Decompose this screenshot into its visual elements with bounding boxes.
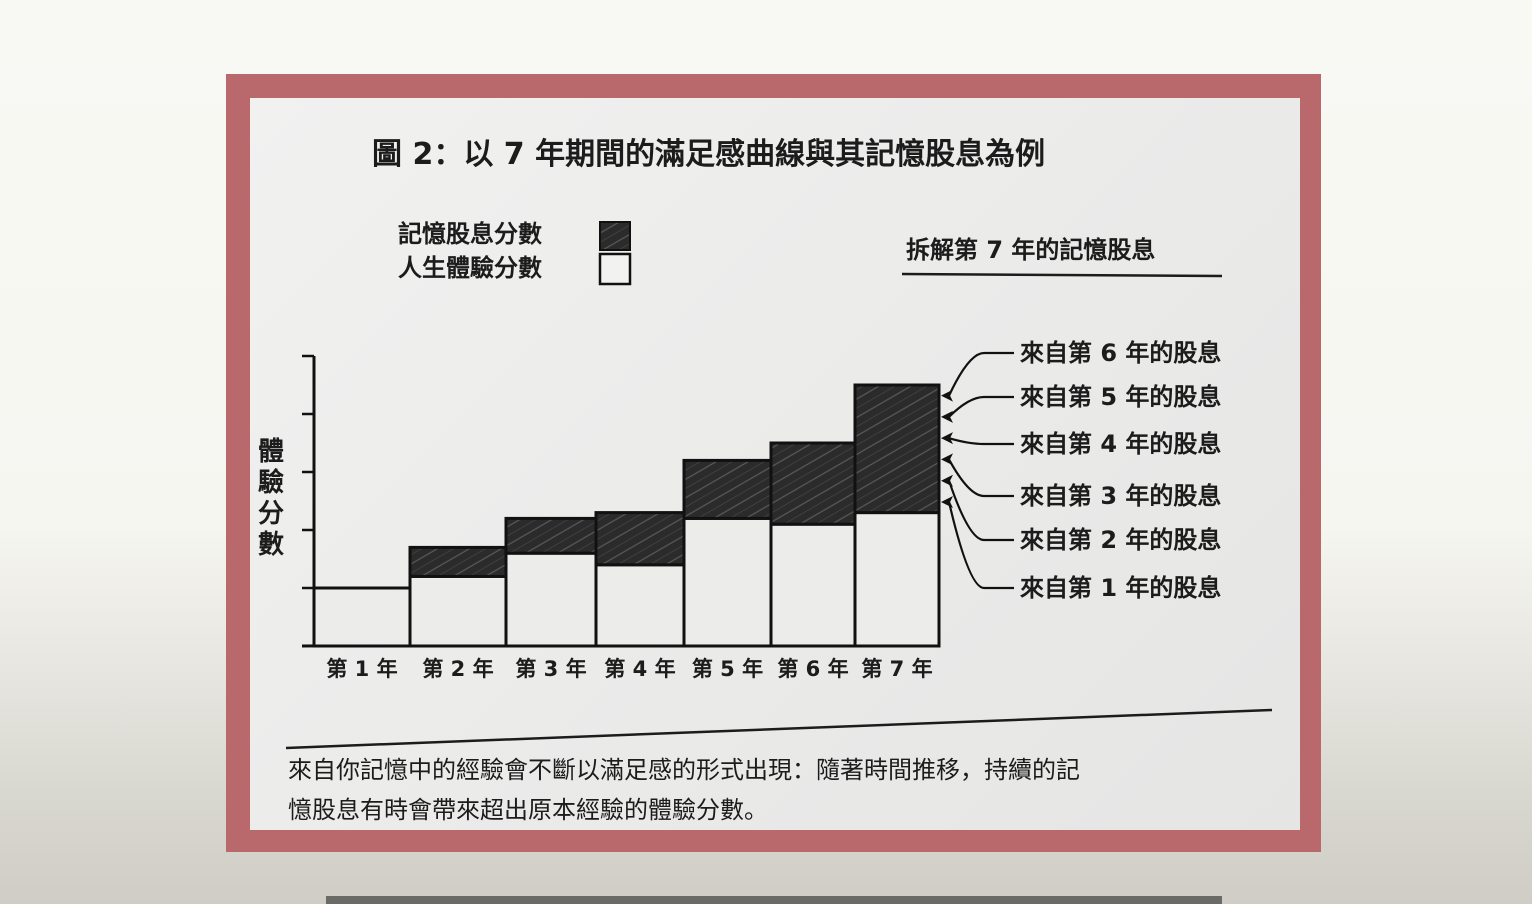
x-tick-labels: 第 1 年 第 2 年第 3 年第 4 年第 5 年第 6 年第 7 年 [326, 657, 932, 681]
callout-arrowhead [941, 389, 953, 402]
x-tick-label: 第 6 年 [777, 657, 848, 681]
bar-dividend [594, 511, 686, 567]
callout-line [948, 458, 1014, 498]
callout-label: 來自第 2 年的股息 [1020, 526, 1221, 554]
callout-label: 來自第 4 年的股息 [1020, 430, 1221, 458]
callout-label: 來自第 1 年的股息 [1020, 574, 1221, 602]
bottom-rule [326, 896, 1222, 904]
callout-arrowhead [941, 410, 953, 423]
caption-line-2: 憶股息有時會帶來超出原本經驗的體驗分數。 [288, 796, 768, 824]
callout-arrowhead [941, 474, 953, 487]
y-axis-title-char: 分 [258, 499, 284, 529]
bar-experience [853, 511, 941, 648]
caption-line-1: 來自你記憶中的經驗會不斷以滿足感的形式出現：隨著時間推移，持續的記 [288, 756, 1080, 784]
bars [312, 383, 941, 648]
callout-label: 來自第 3 年的股息 [1020, 482, 1221, 510]
bar-experience [408, 574, 508, 648]
callout-line [948, 351, 1014, 397]
x-tick-label: 第 5 年 [692, 657, 763, 681]
y-axis-title-char: 體 [258, 437, 284, 467]
annotation-title-underline [901, 272, 1223, 278]
chart-svg: 圖 2：以 7 年期間的滿足感曲線與其記憶股息為例 記憶股息分數 人生體驗分數 … [258, 137, 1273, 824]
bar-dividend [408, 545, 508, 578]
bar-experience [504, 551, 598, 648]
x-tick-label: 第 4 年 [604, 657, 675, 681]
bar-experience [594, 563, 686, 648]
x-tick-label: 第 3 年 [515, 657, 586, 681]
legend-swatch-experience [598, 252, 632, 286]
legend-label-dividend: 記憶股息分數 [398, 220, 542, 248]
callout-label: 來自第 5 年的股息 [1020, 383, 1221, 411]
y-axis-title-char: 數 [258, 530, 284, 560]
callout-arrowhead [941, 495, 953, 508]
callout-line [948, 437, 1014, 446]
x-tick-label: 第 7 年 [861, 657, 932, 681]
callout-line [947, 501, 1014, 590]
bar-dividend [853, 383, 941, 515]
book-page: 圖 2：以 7 年期間的滿足感曲線與其記憶股息為例 記憶股息分數 人生體驗分數 … [250, 98, 1300, 830]
caption-rule [285, 708, 1273, 750]
bar-dividend [504, 516, 598, 555]
annotation-title: 拆解第 7 年的記憶股息 [906, 236, 1155, 264]
callout-label: 來自第 6 年的股息 [1020, 339, 1221, 367]
y-axis-title-char: 驗 [258, 467, 284, 498]
y-axis-title: 體 驗 分 數 [258, 437, 284, 560]
photo-frame: 圖 2：以 7 年期間的滿足感曲線與其記憶股息為例 記憶股息分數 人生體驗分數 … [226, 74, 1321, 852]
x-tick-label: 第 1 年 [326, 657, 397, 681]
bar-dividend [769, 441, 857, 526]
callout-arrowhead [941, 453, 953, 466]
bar-experience [312, 586, 412, 648]
callout-line [948, 395, 1014, 418]
chart-title: 圖 2：以 7 年期間的滿足感曲線與其記憶股息為例 [372, 137, 1045, 172]
callout-line [947, 480, 1014, 542]
x-tick-label: 第 2 年 [422, 657, 493, 681]
bar-dividend [682, 458, 773, 520]
legend-swatch-dividend [599, 221, 631, 251]
legend-label-experience: 人生體驗分數 [398, 254, 542, 282]
legend: 記憶股息分數 人生體驗分數 [398, 220, 632, 286]
callout-arrowhead [941, 432, 953, 445]
bar-experience [769, 522, 857, 648]
bar-experience [682, 516, 773, 648]
